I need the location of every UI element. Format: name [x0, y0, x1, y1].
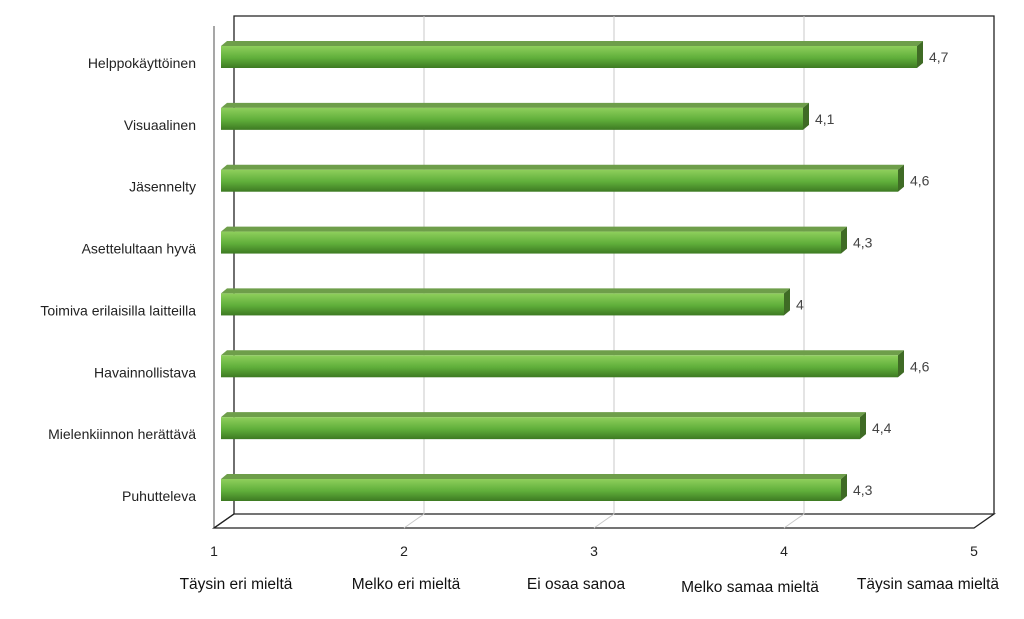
bar-top-face: [221, 41, 923, 46]
x-tick-label: 2: [400, 543, 408, 559]
category-label: Helppokäyttöinen: [88, 55, 196, 71]
bar-2: 4,6: [221, 164, 930, 192]
x-scale-label: Täysin samaa mieltä: [857, 576, 1000, 593]
bar-front-face: [221, 231, 841, 254]
bar-side-face: [898, 164, 904, 192]
bar-side-face: [917, 41, 923, 68]
x-scale-label: Melko samaa mieltä: [681, 579, 819, 596]
bar-top-face: [221, 226, 847, 232]
plot-frame: [211, 15, 997, 529]
bar-front-face: [221, 355, 898, 378]
x-tick-label: 5: [970, 543, 978, 559]
bar-1: 4,1: [221, 102, 835, 130]
category-label: Havainnollistava: [94, 364, 196, 380]
data-label: 4,6: [910, 358, 930, 374]
bar-7: 4,3: [221, 474, 873, 501]
data-label: 4,4: [872, 420, 892, 436]
bar-top-face: [221, 102, 809, 108]
category-label: Puhutteleva: [122, 488, 196, 504]
data-label: 4,1: [815, 111, 835, 127]
x-scale-label: Melko eri mieltä: [352, 576, 461, 593]
bar-side-face: [841, 226, 847, 254]
bar-front-face: [221, 46, 917, 68]
bar-6: 4,4: [221, 412, 892, 440]
bar-4: 4: [221, 288, 804, 316]
x-tick-label: 1: [210, 543, 218, 559]
bar-front-face: [221, 169, 898, 192]
data-label: 4,7: [929, 49, 949, 65]
bars: 4,7 4,1 4,6 4,3 4 4,6 4,4 4,3: [221, 41, 949, 501]
x-scale-label: Ei osaa sanoa: [527, 576, 626, 593]
data-label: 4,6: [910, 173, 930, 189]
bar-top-face: [221, 474, 847, 479]
bar-side-face: [898, 350, 904, 378]
data-label: 4: [796, 296, 804, 312]
x-tick-labels: 1 2 3 4 5: [210, 543, 978, 559]
x-tick-label: 4: [780, 543, 788, 559]
grid-lines: [403, 16, 805, 529]
bar-top-face: [221, 164, 904, 170]
category-label: Mielenkiinnon herättävä: [48, 426, 196, 442]
category-label: Asettelultaan hyvä: [82, 241, 197, 257]
bar-front-face: [221, 479, 841, 501]
x-scale-label: Täysin eri mieltä: [180, 576, 293, 593]
category-label: Visuaalinen: [124, 117, 196, 133]
bar-5: 4,6: [221, 350, 930, 378]
category-label: Jäsennelty: [129, 179, 196, 195]
bar-front-face: [221, 107, 803, 130]
bar-side-face: [803, 102, 809, 130]
bar-side-face: [841, 474, 847, 501]
bar-3: 4,3: [221, 226, 873, 254]
floor-gridline-3: [593, 513, 615, 529]
bar-side-face: [860, 412, 866, 440]
x-tick-label: 3: [590, 543, 598, 559]
data-label: 4,3: [853, 482, 873, 498]
bar-front-face: [221, 417, 860, 440]
bar-0: 4,7: [221, 41, 949, 68]
bar-side-face: [784, 288, 790, 316]
floor: [211, 513, 997, 529]
data-label: 4,3: [853, 235, 873, 251]
bar-top-face: [221, 412, 866, 418]
category-labels: Helppokäyttöinen Visuaalinen Jäsennelty Ase…: [40, 55, 196, 504]
bar-front-face: [221, 293, 784, 316]
floor-gridline-4: [783, 513, 805, 529]
floor-gridline-2: [403, 513, 425, 529]
bar-top-face: [221, 288, 790, 294]
bar-top-face: [221, 350, 904, 356]
x-scale-labels: Täysin eri mieltä Melko eri mieltä Ei osaa…: [180, 576, 1000, 596]
category-label: Toimiva erilaisilla laitteilla: [40, 302, 196, 318]
